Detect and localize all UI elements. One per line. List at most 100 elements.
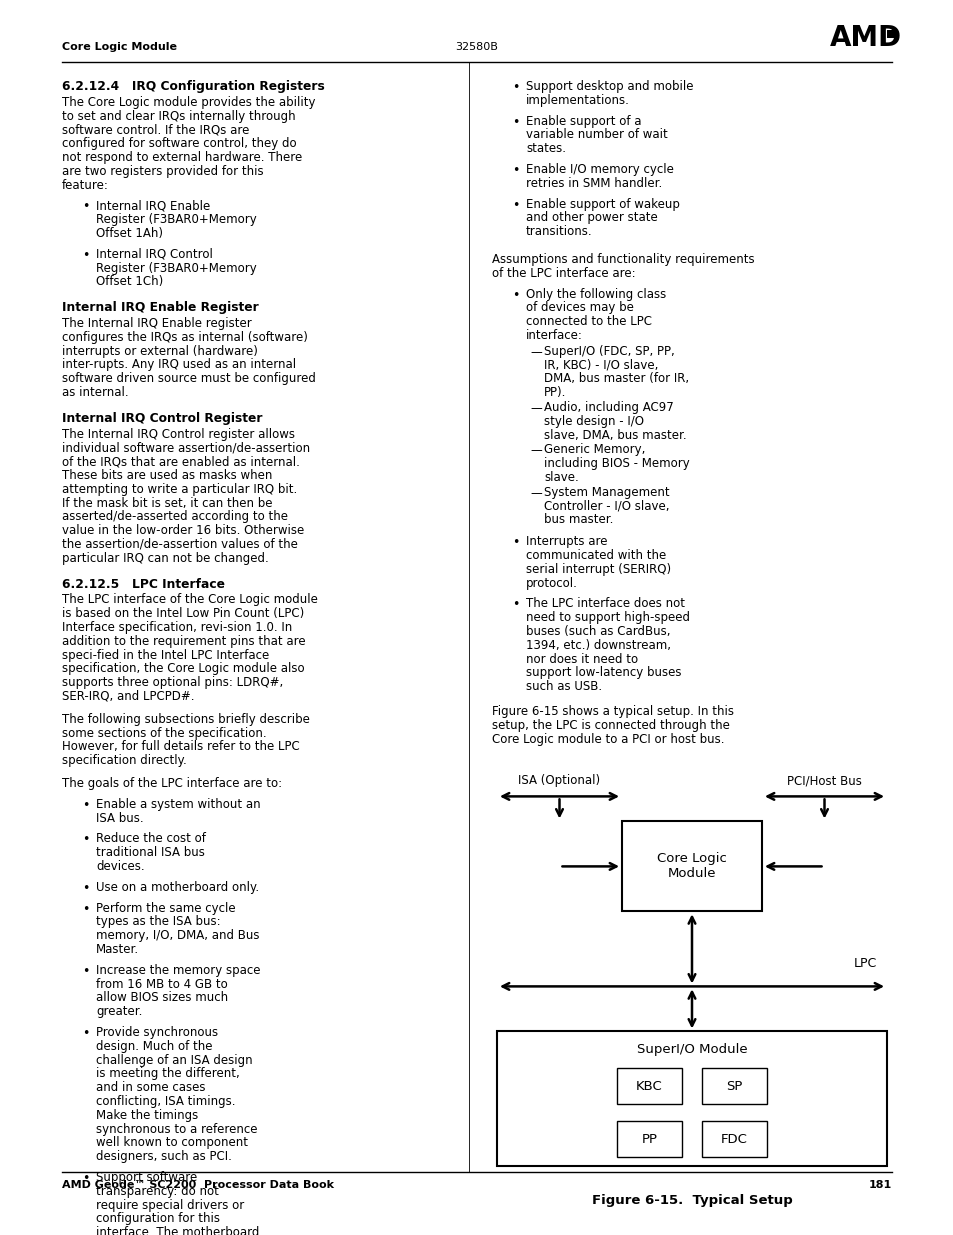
Text: states.: states.: [525, 142, 565, 156]
Text: types as the ISA bus:: types as the ISA bus:: [96, 915, 220, 929]
Text: Controller - I/O slave,: Controller - I/O slave,: [543, 500, 669, 513]
Text: SuperI/O (FDC, SP, PP,: SuperI/O (FDC, SP, PP,: [543, 345, 674, 358]
Text: The following subsections briefly describe: The following subsections briefly descri…: [62, 713, 310, 726]
Bar: [621, 821, 761, 911]
Text: slave.: slave.: [543, 471, 578, 484]
Text: of the IRQs that are enabled as internal.: of the IRQs that are enabled as internal…: [62, 456, 299, 468]
Text: the assertion/de-assertion values of the: the assertion/de-assertion values of the: [62, 538, 297, 551]
Text: nor does it need to: nor does it need to: [525, 652, 638, 666]
Text: Support software: Support software: [96, 1171, 197, 1184]
Text: transparency: do not: transparency: do not: [96, 1184, 218, 1198]
Text: Core Logic Module: Core Logic Module: [62, 42, 177, 52]
Text: software control. If the IRQs are: software control. If the IRQs are: [62, 124, 249, 136]
Text: The Internal IRQ Enable register: The Internal IRQ Enable register: [62, 317, 252, 330]
Text: interface. The motherboard: interface. The motherboard: [96, 1226, 259, 1235]
Text: •: •: [82, 248, 90, 262]
Text: •: •: [82, 903, 90, 915]
Text: protocol.: protocol.: [525, 577, 578, 589]
Text: attempting to write a particular IRQ bit.: attempting to write a particular IRQ bit…: [62, 483, 297, 495]
Text: specification directly.: specification directly.: [62, 755, 187, 767]
Text: Internal IRQ Enable: Internal IRQ Enable: [96, 199, 210, 212]
Text: not respond to external hardware. There: not respond to external hardware. There: [62, 151, 302, 164]
Text: 6.2.12.4   IRQ Configuration Registers: 6.2.12.4 IRQ Configuration Registers: [62, 80, 324, 93]
Text: need to support high-speed: need to support high-speed: [525, 611, 689, 624]
Text: to set and clear IRQs internally through: to set and clear IRQs internally through: [62, 110, 295, 122]
Text: are two registers provided for this: are two registers provided for this: [62, 164, 263, 178]
Text: Only the following class: Only the following class: [525, 288, 665, 300]
Text: configures the IRQs as internal (software): configures the IRQs as internal (softwar…: [62, 331, 308, 343]
Text: LPC: LPC: [853, 957, 876, 971]
Text: Make the timings: Make the timings: [96, 1109, 198, 1121]
Text: Generic Memory,: Generic Memory,: [543, 443, 644, 457]
Text: setup, the LPC is connected through the: setup, the LPC is connected through the: [492, 719, 729, 732]
Text: supports three optional pins: LDRQ#,: supports three optional pins: LDRQ#,: [62, 677, 283, 689]
Text: of the LPC interface are:: of the LPC interface are:: [492, 267, 635, 280]
Text: AMD: AMD: [829, 23, 902, 52]
Text: Reduce the cost of: Reduce the cost of: [96, 832, 206, 846]
Text: IR, KBC) - I/O slave,: IR, KBC) - I/O slave,: [543, 358, 658, 372]
Text: including BIOS - Memory: including BIOS - Memory: [543, 457, 689, 471]
Text: such as USB.: such as USB.: [525, 680, 601, 693]
Text: PCI/Host Bus: PCI/Host Bus: [786, 774, 861, 788]
Text: particular IRQ can not be changed.: particular IRQ can not be changed.: [62, 552, 269, 564]
Text: configuration for this: configuration for this: [96, 1213, 220, 1225]
Bar: [617, 1121, 681, 1157]
Text: speci-fied in the Intel LPC Interface: speci-fied in the Intel LPC Interface: [62, 648, 269, 662]
Text: interface:: interface:: [525, 329, 582, 342]
Text: as internal.: as internal.: [62, 387, 129, 399]
Text: Figure 6-15.  Typical Setup: Figure 6-15. Typical Setup: [591, 1194, 792, 1208]
Text: System Management: System Management: [543, 485, 669, 499]
Text: Internal IRQ Control: Internal IRQ Control: [96, 248, 213, 261]
Text: addition to the requirement pins that are: addition to the requirement pins that ar…: [62, 635, 305, 648]
Text: Increase the memory space: Increase the memory space: [96, 963, 260, 977]
Text: support low-latency buses: support low-latency buses: [525, 667, 680, 679]
Text: The LPC interface does not: The LPC interface does not: [525, 598, 684, 610]
Text: value in the low-order 16 bits. Otherwise: value in the low-order 16 bits. Otherwis…: [62, 524, 304, 537]
Text: PP: PP: [640, 1132, 657, 1146]
Text: Offset 1Ch): Offset 1Ch): [96, 275, 163, 289]
Text: •: •: [82, 1028, 90, 1040]
Text: Use on a motherboard only.: Use on a motherboard only.: [96, 881, 259, 894]
Text: These bits are used as masks when: These bits are used as masks when: [62, 469, 273, 482]
Text: —: —: [530, 346, 541, 359]
Text: •: •: [82, 965, 90, 978]
Bar: [497, 1031, 886, 1166]
Text: transitions.: transitions.: [525, 225, 592, 238]
Text: •: •: [512, 116, 518, 128]
Text: Register (F3BAR0+Memory: Register (F3BAR0+Memory: [96, 214, 256, 226]
Text: Enable support of wakeup: Enable support of wakeup: [525, 198, 679, 211]
Text: Core Logic module to a PCI or host bus.: Core Logic module to a PCI or host bus.: [492, 732, 723, 746]
Text: Audio, including AC97: Audio, including AC97: [543, 401, 673, 414]
Text: Register (F3BAR0+Memory: Register (F3BAR0+Memory: [96, 262, 256, 274]
Text: If the mask bit is set, it can then be: If the mask bit is set, it can then be: [62, 496, 273, 510]
Text: synchronous to a reference: synchronous to a reference: [96, 1123, 257, 1136]
Text: The Internal IRQ Control register allows: The Internal IRQ Control register allows: [62, 427, 294, 441]
Text: PP).: PP).: [543, 387, 566, 399]
Text: Enable a system without an: Enable a system without an: [96, 798, 260, 811]
Text: —: —: [530, 487, 541, 500]
Text: Provide synchronous: Provide synchronous: [96, 1026, 218, 1039]
Text: SER-IRQ, and LPCPD#.: SER-IRQ, and LPCPD#.: [62, 690, 194, 703]
Bar: [886, 30, 894, 38]
Text: greater.: greater.: [96, 1005, 142, 1018]
Text: The goals of the LPC interface are to:: The goals of the LPC interface are to:: [62, 777, 282, 790]
Text: software driven source must be configured: software driven source must be configure…: [62, 372, 315, 385]
Text: —: —: [530, 403, 541, 415]
Text: design. Much of the: design. Much of the: [96, 1040, 213, 1052]
Text: •: •: [82, 200, 90, 214]
Text: connected to the LPC: connected to the LPC: [525, 315, 651, 329]
Text: •: •: [512, 164, 518, 177]
Text: Enable I/O memory cycle: Enable I/O memory cycle: [525, 163, 673, 177]
Text: 1394, etc.) downstream,: 1394, etc.) downstream,: [525, 638, 670, 652]
Text: Figure 6-15 shows a typical setup. In this: Figure 6-15 shows a typical setup. In th…: [492, 705, 733, 718]
Text: some sections of the specification.: some sections of the specification.: [62, 726, 266, 740]
Text: from 16 MB to 4 GB to: from 16 MB to 4 GB to: [96, 978, 228, 990]
Text: style design - I/O: style design - I/O: [543, 415, 643, 427]
Text: individual software assertion/de-assertion: individual software assertion/de-asserti…: [62, 441, 310, 454]
Text: •: •: [512, 599, 518, 611]
Text: designers, such as PCI.: designers, such as PCI.: [96, 1150, 232, 1163]
Text: well known to component: well known to component: [96, 1136, 248, 1150]
Text: SuperI/O Module: SuperI/O Module: [636, 1042, 746, 1056]
Text: allow BIOS sizes much: allow BIOS sizes much: [96, 992, 228, 1004]
Text: —: —: [530, 445, 541, 457]
